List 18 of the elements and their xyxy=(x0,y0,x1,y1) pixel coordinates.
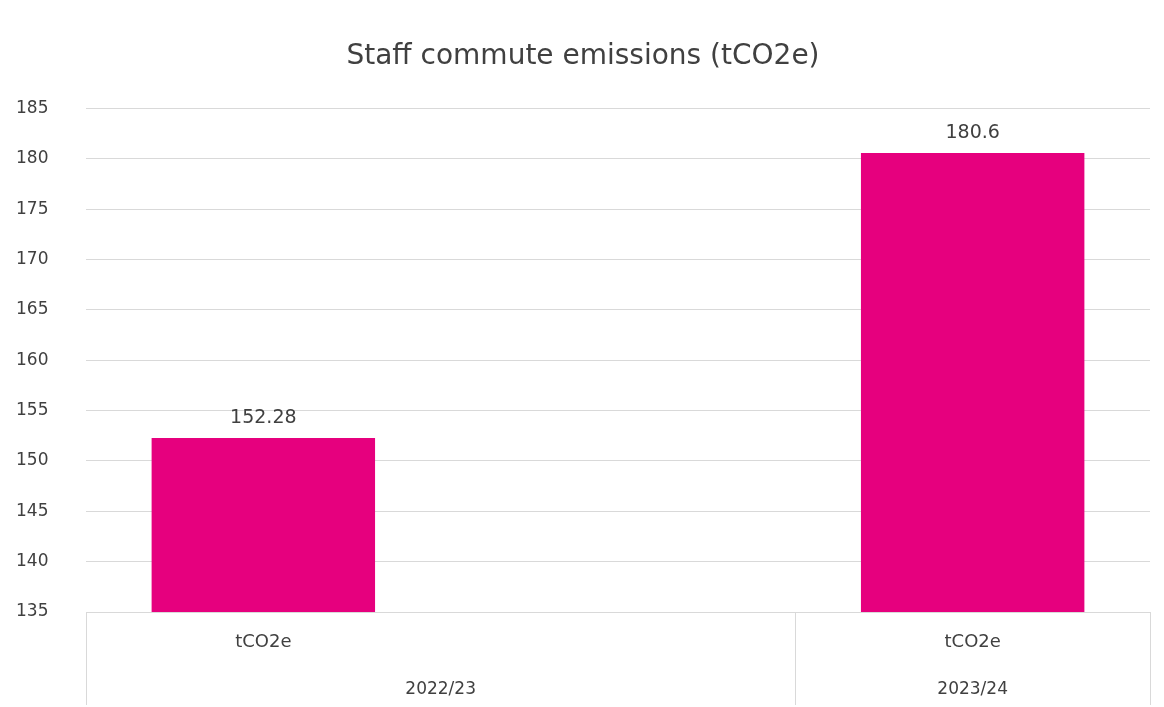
y-tick-label: 185 xyxy=(16,97,49,118)
y-tick-label: 150 xyxy=(16,449,49,470)
data-label: 180.6 xyxy=(945,120,1000,143)
y-tick-label: 145 xyxy=(16,499,49,520)
chart-title: Staff commute emissions (tCO2e) xyxy=(346,38,820,72)
y-tick-label: 180 xyxy=(16,147,49,168)
y-tick-label: 165 xyxy=(16,298,49,319)
data-label: 152.28 xyxy=(230,405,297,428)
text: 2022/23 xyxy=(405,678,476,699)
y-tick-label: 135 xyxy=(16,600,49,621)
text: 2023/24 xyxy=(937,678,1008,699)
y-tick-label: 155 xyxy=(16,399,49,420)
y-tick-label: 170 xyxy=(16,248,49,269)
y-tick-label: 140 xyxy=(16,550,49,571)
x-tick-label: tCO2e xyxy=(235,630,292,652)
x-tick-label: tCO2e xyxy=(944,630,1001,652)
y-tick-label: 175 xyxy=(16,197,49,218)
y-tick-label: 160 xyxy=(16,348,49,369)
